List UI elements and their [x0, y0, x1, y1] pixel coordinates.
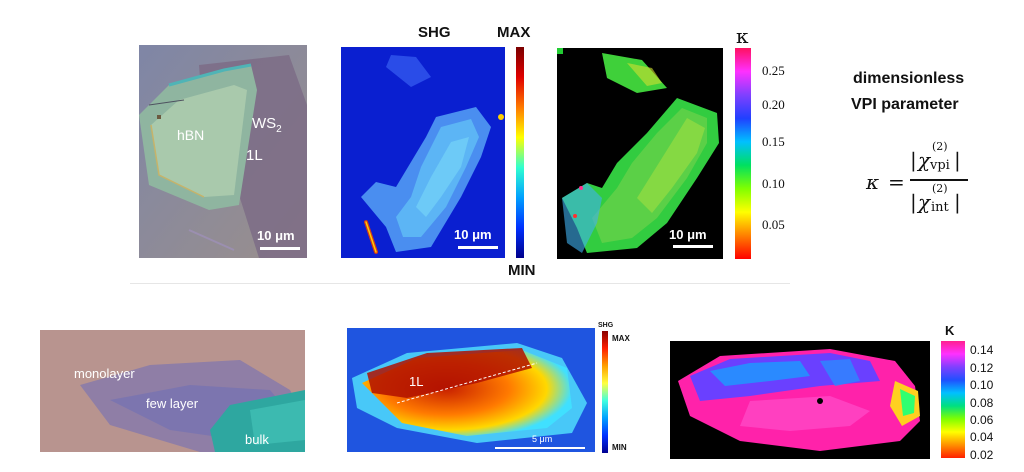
- bottom-optical-flakes: [40, 330, 305, 452]
- kappa-tick: 0.05: [762, 217, 785, 232]
- scalebar-label: 10 μm: [669, 227, 707, 242]
- definition-line2: VPI parameter: [851, 96, 959, 113]
- chi-symbol: χ: [918, 190, 931, 214]
- abs-bar-right: |: [954, 190, 961, 214]
- label-bulk: bulk: [245, 432, 269, 447]
- label-ws2-text: WS: [252, 115, 277, 132]
- shg-title: SHG: [598, 322, 614, 329]
- label-ws2: WS2: [252, 115, 282, 135]
- abs-bar-left: |: [910, 190, 917, 214]
- equation-numerator: | χ (2) vpi |: [910, 140, 970, 173]
- equation-kappa: κ: [866, 170, 880, 194]
- bottom-shg-map: 1L 5 μm: [347, 328, 595, 452]
- kappa-symbol: κ: [736, 24, 749, 48]
- chi-symbol: χ: [918, 148, 931, 172]
- kappa-tick: 0.25: [762, 63, 785, 78]
- kappa-tick: 0.20: [762, 97, 785, 112]
- kappa-tick: 0.02: [970, 448, 994, 462]
- label-1l: 1L: [246, 147, 263, 164]
- shg-title: SHG: [418, 24, 451, 41]
- bottom-optical-image: monolayer few layer bulk: [40, 330, 305, 452]
- top-shg-flake: [361, 55, 504, 254]
- scalebar: [495, 447, 585, 449]
- label-1l: 1L: [409, 374, 424, 389]
- kappa-equation: κ = | χ (2) vpi | | χ (2) int |: [860, 140, 980, 230]
- definition-line1: dimensionless: [853, 70, 965, 87]
- kappa-tick: 0.10: [762, 176, 785, 191]
- label-hbn: hBN: [177, 127, 205, 143]
- scalebar: [458, 246, 498, 249]
- bottom-kappa-flake: [678, 349, 920, 451]
- top-optical-flakes: [139, 45, 307, 258]
- abs-bar-left: |: [910, 148, 917, 172]
- bottom-kappa-map: [670, 341, 930, 459]
- shg-min-label: MIN: [612, 443, 627, 452]
- bottom-shg-flake: [347, 328, 595, 452]
- kappa-colorbar: [941, 341, 965, 458]
- kappa-tick: 0.08: [970, 396, 994, 410]
- scalebar-label: 10 μm: [454, 227, 492, 242]
- top-kappa-map: 10 μm: [557, 48, 723, 259]
- top-kappa-flake: [557, 48, 719, 253]
- shg-max-label: MAX: [612, 334, 630, 343]
- kappa-tick: 0.15: [762, 134, 785, 149]
- shg-colorbar: [516, 47, 524, 258]
- scalebar-label: 5 μm: [532, 434, 553, 444]
- kappa-colorbar: [735, 48, 751, 259]
- kappa-tick: 0.12: [970, 361, 994, 375]
- scalebar-label: 10 μm: [257, 228, 295, 243]
- shg-colorbar: [602, 331, 608, 453]
- label-few-layer: few layer: [146, 396, 199, 411]
- kappa-tick: 0.14: [970, 343, 994, 357]
- abs-bar-right: |: [954, 148, 961, 172]
- chi-subscript-int: int: [931, 200, 949, 215]
- row-divider: [130, 283, 790, 284]
- chi-subscript-vpi: vpi: [930, 158, 950, 173]
- top-optical-image: hBN WS2 1L 10 μm: [139, 45, 307, 258]
- equation-denominator: | χ (2) int |: [910, 182, 970, 215]
- kappa-tick: 0.04: [970, 430, 994, 444]
- kappa-symbol: K: [945, 323, 955, 338]
- fraction-bar: [910, 179, 968, 181]
- shg-max-label: MAX: [497, 24, 531, 41]
- chi-superscript: (2): [932, 140, 948, 153]
- scalebar: [260, 247, 300, 250]
- shg-min-label: MIN: [508, 262, 536, 279]
- chi-superscript: (2): [932, 182, 948, 195]
- kappa-tick: 0.06: [970, 413, 994, 427]
- kappa-tick: 0.10: [970, 378, 994, 392]
- label-monolayer: monolayer: [74, 366, 135, 381]
- top-shg-map: 10 μm: [341, 47, 505, 258]
- scalebar: [673, 245, 713, 248]
- label-ws2-subscript: 2: [276, 124, 282, 135]
- equation-equals: =: [888, 170, 905, 194]
